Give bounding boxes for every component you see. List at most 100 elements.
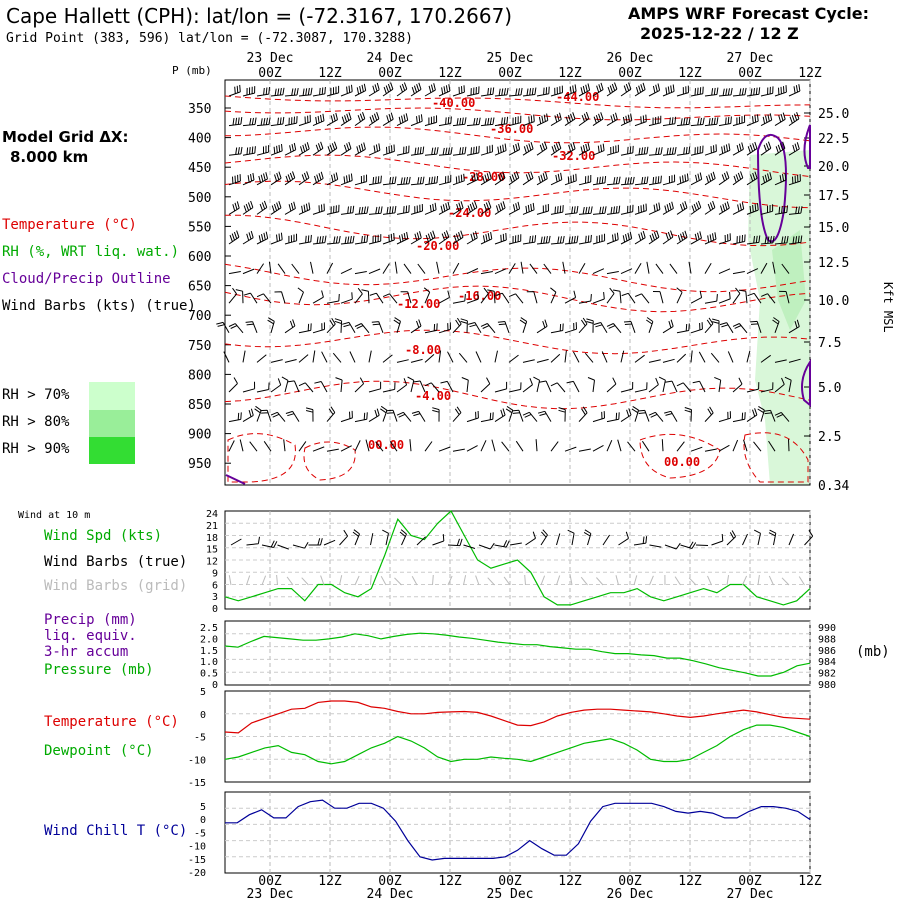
wind-barb <box>256 231 269 245</box>
wind-barb <box>340 141 352 156</box>
wind-barb <box>522 202 535 215</box>
wind-barb <box>281 376 289 393</box>
wind-barb-grid <box>726 575 730 586</box>
wind-barb <box>712 318 720 333</box>
wind-barb <box>760 382 774 393</box>
wind-barb <box>620 176 635 186</box>
wind-barb <box>326 262 334 274</box>
wind-barb <box>368 175 382 186</box>
wind-barb <box>354 206 369 215</box>
wind-barb <box>704 144 717 156</box>
temperature-tick-label: 5 <box>200 687 206 698</box>
wind-barb-grid <box>781 577 790 586</box>
wind-barb <box>788 206 803 215</box>
wind-barb <box>714 376 722 393</box>
wind-barb <box>277 263 286 274</box>
wind-barb <box>216 321 230 334</box>
wind-barb <box>466 145 480 156</box>
wind-barb <box>410 319 422 334</box>
wind-barb <box>452 117 467 127</box>
wind-barb <box>326 293 340 304</box>
wind-barb <box>620 268 633 275</box>
wind-barb <box>753 441 762 452</box>
date-label-top: 27 Dec <box>727 51 774 66</box>
wind-barb <box>746 382 760 393</box>
wind-barb <box>648 175 662 186</box>
wind-barb <box>774 173 787 186</box>
wind-barb <box>410 231 422 245</box>
wind-barb <box>543 263 552 274</box>
wind-barb <box>584 352 594 363</box>
wind-barb <box>704 87 719 97</box>
wind-barb <box>648 147 663 156</box>
wind-barb <box>726 530 737 546</box>
wind-barb <box>618 531 629 546</box>
wind-barb <box>249 441 258 452</box>
pressure-tick-label: 500 <box>188 191 211 206</box>
wind-barbs-true-label: Wind Barbs (true) <box>44 554 188 570</box>
pressure-tick-label: 990 <box>818 623 836 634</box>
wind-barb <box>620 381 634 393</box>
wind-barb <box>497 321 510 333</box>
wind-barb <box>312 203 325 215</box>
time-tick-label-bottom: 12Z <box>318 874 342 889</box>
wind-barb <box>340 410 353 423</box>
wind-barb <box>256 200 268 215</box>
wind-barb <box>746 408 758 423</box>
wind-barbs-grid-label: Wind Barbs (grid) <box>44 578 188 594</box>
wind-speed-tick-label: 21 <box>206 521 218 532</box>
pressure-tick-label: 850 <box>188 398 211 413</box>
time-tick-label-top: 00Z <box>738 66 762 81</box>
wind-barb <box>760 204 774 215</box>
wind-barb <box>631 405 640 422</box>
wind-barb <box>564 446 577 452</box>
wind-barb <box>750 320 762 333</box>
wind-barb <box>606 412 620 423</box>
wind-barb <box>522 141 534 156</box>
wind-barb <box>760 141 772 156</box>
wind-barb <box>508 234 522 245</box>
wind-barb <box>606 112 618 127</box>
wind-barb <box>635 293 650 304</box>
precip-tick-label: 0 <box>212 680 218 691</box>
wind-barb <box>732 271 745 275</box>
pressure-tick-label: 350 <box>188 102 211 117</box>
wind-barb <box>424 147 439 156</box>
wind-barb <box>634 382 648 393</box>
wind-barb <box>774 141 786 156</box>
wind-barb <box>495 292 510 304</box>
wind-barb <box>704 406 714 422</box>
wind-barb <box>690 145 704 156</box>
wind-barb <box>732 115 746 127</box>
wind-barb <box>424 202 437 215</box>
wind-barb <box>634 176 649 186</box>
wind-barb <box>788 358 801 363</box>
wind-barb <box>676 230 688 245</box>
wind-barb <box>365 439 370 452</box>
rh-shading <box>748 150 810 485</box>
wind-barb <box>452 85 465 97</box>
wind-barb <box>550 141 562 156</box>
wind-barb <box>592 206 607 215</box>
wind-barb <box>676 323 690 334</box>
wind-barb <box>634 114 647 127</box>
time-tick-label-bottom: 12Z <box>438 874 462 889</box>
wind-barb <box>564 173 577 186</box>
wind-barb <box>228 440 235 452</box>
pressure-tick-label: 400 <box>188 132 211 147</box>
wind-barb <box>382 293 398 304</box>
wind-barb <box>578 234 592 245</box>
height-tick-label: 7.5 <box>818 336 841 351</box>
wind-barb <box>368 206 383 215</box>
wind-barb <box>718 411 731 423</box>
date-label-top: 26 Dec <box>607 51 654 66</box>
wind-barb <box>396 145 410 156</box>
wind-barb <box>774 235 789 245</box>
wind-barb <box>340 112 352 127</box>
date-label-bottom: 23 Dec <box>247 887 294 900</box>
forecast-cycle-value: 2025-12-22 / 12 Z <box>640 24 799 43</box>
wind-barb <box>274 291 286 304</box>
wind-chill-label: Wind Chill T (°C) <box>44 823 188 839</box>
wind-barb <box>508 201 521 215</box>
wind-barb <box>652 291 664 304</box>
